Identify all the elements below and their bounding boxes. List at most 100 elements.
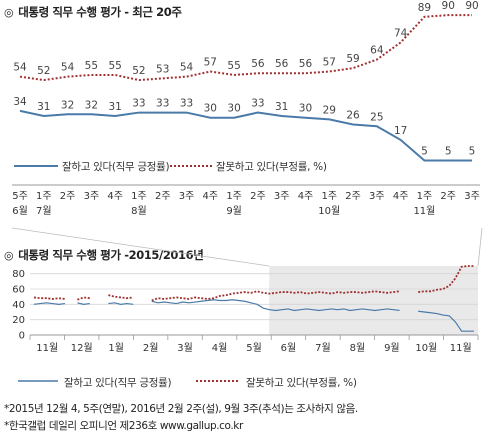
data-label-negative: 56	[275, 58, 289, 70]
x-tick-label-week: 2주	[440, 191, 456, 202]
chart2-title-text: 대통령 직무 수행 평가 -2015/2016년	[18, 248, 204, 262]
chart2-legend-negative: 잘못하고 있다(부정률, %)	[246, 377, 357, 389]
data-label-negative: 53	[156, 63, 169, 75]
data-label-positive: 33	[180, 98, 193, 110]
data-label-negative: 57	[204, 57, 217, 69]
data-label-positive: 29	[323, 104, 336, 116]
data-label-negative: 64	[370, 45, 384, 57]
data-label-negative: 57	[323, 57, 336, 69]
x-tick-label-week: 1주	[417, 191, 433, 202]
zoom-connector-right	[477, 227, 483, 267]
series-positive-line	[418, 310, 474, 332]
x-tick-label-week: 1주	[36, 191, 52, 202]
data-label-negative: 52	[37, 65, 50, 77]
data-label-positive: 32	[85, 99, 98, 111]
x-tick-label-week: 3주	[179, 191, 195, 202]
data-label-positive: 31	[275, 101, 288, 113]
series-negative-line	[151, 290, 400, 302]
y-tick-label: 20	[12, 315, 25, 326]
x-tick-label-month: 11월	[450, 342, 472, 354]
data-label-positive: 26	[346, 110, 360, 122]
x-tick-label-month: 3월	[177, 342, 193, 354]
data-label-positive: 31	[37, 101, 50, 113]
x-tick-label-month: 9월	[384, 342, 400, 354]
x-tick-label-month: 11월	[36, 342, 58, 354]
x-tick-label-month: 8월	[131, 205, 147, 217]
data-label-positive: 33	[132, 98, 145, 110]
data-label-positive: 30	[227, 103, 240, 115]
data-label-negative: 54	[61, 62, 75, 74]
data-label-negative: 55	[85, 60, 98, 72]
data-label-negative: 55	[227, 60, 240, 72]
series-negative-line	[19, 14, 472, 82]
data-label-negative: 54	[180, 62, 194, 74]
x-tick-label-week: 4주	[203, 191, 219, 202]
series-negative-line	[33, 296, 66, 300]
chart1-legend	[14, 165, 212, 167]
data-label-positive: 34	[13, 96, 27, 108]
data-label-negative: 59	[346, 53, 359, 65]
x-tick-label-week: 1주	[321, 191, 337, 202]
x-tick-label-week: 2주	[60, 191, 76, 202]
highlight-region	[269, 266, 478, 335]
x-tick-label-month: 1월	[108, 342, 124, 354]
x-tick-label-week: 1주	[131, 191, 147, 202]
data-label-negative: 55	[108, 60, 121, 72]
series-negative-line	[108, 294, 134, 300]
x-tick-label-month: 6월	[281, 342, 297, 354]
y-tick-label: 40	[12, 300, 25, 311]
x-tick-label-month: 8월	[350, 342, 366, 354]
x-tick-label-week: 2주	[345, 191, 361, 202]
x-tick-label-week: 3주	[464, 191, 480, 202]
x-tick-label-month: 7월	[315, 342, 331, 354]
x-tick-label-month: 10월	[415, 342, 437, 354]
data-label-positive: 30	[299, 103, 312, 115]
target-icon: ◎	[4, 6, 14, 19]
x-tick-label-month: 11월	[413, 205, 435, 217]
data-label-negative: 54	[13, 62, 27, 74]
y-tick-label: 80	[12, 269, 25, 280]
x-tick-label-month: 5월	[246, 342, 262, 354]
x-tick-label-month: 10월	[318, 205, 340, 217]
data-label-positive: 25	[370, 111, 383, 123]
series-negative-line	[77, 296, 90, 301]
x-tick-label-week: 3주	[84, 191, 100, 202]
data-label-positive: 5	[421, 145, 428, 157]
footnote-source: *한국갤럽 데일리 오피니언 제236호 www.gallup.co.kr	[4, 420, 243, 432]
x-tick-label-month: 7월	[36, 205, 52, 217]
zoom-connector-left	[11, 227, 270, 267]
x-tick-label-week: 4주	[298, 191, 314, 202]
data-label-negative: 52	[132, 65, 145, 77]
x-tick-label-month: 4월	[212, 342, 228, 354]
series-positive-line	[151, 299, 400, 312]
data-label-negative: 74	[394, 27, 408, 39]
data-label-negative: 56	[299, 58, 313, 70]
data-label-positive: 32	[61, 99, 74, 111]
y-tick-label: 60	[12, 285, 25, 296]
x-tick-label-week: 1주	[226, 191, 242, 202]
data-label-positive: 30	[204, 103, 217, 115]
data-label-negative: 90	[465, 0, 478, 12]
x-tick-label-week: 5주	[12, 191, 28, 202]
x-tick-label-week: 4주	[393, 191, 409, 202]
y-tick-label: 0	[19, 331, 25, 342]
x-tick-label-month: 2월	[143, 342, 159, 354]
data-label-positive: 5	[469, 145, 476, 157]
data-label-positive: 5	[445, 145, 452, 157]
data-label-negative: 90	[442, 0, 455, 12]
data-label-positive: 33	[251, 98, 264, 110]
target-icon: ◎	[4, 249, 14, 262]
data-label-positive: 33	[156, 98, 169, 110]
x-tick-label-week: 3주	[369, 191, 385, 202]
x-tick-label-week: 2주	[155, 191, 171, 202]
data-label-negative: 56	[251, 58, 265, 70]
x-tick-label-month: 9월	[226, 205, 242, 217]
series-positive-line	[108, 302, 134, 305]
footnote-survey-gaps: *2015년 12월 4, 5주(연말), 2016년 2월 2주(설), 9월…	[4, 403, 358, 415]
x-tick-label-month: 6월	[12, 205, 28, 217]
chart1-legend-positive: 잘하고 있다(직무 긍정률)	[62, 161, 170, 173]
x-tick-label-week: 3주	[274, 191, 290, 202]
chart2-legend	[18, 380, 240, 382]
chart1-legend-negative: 잘못하고 있다(부정률, %)	[216, 161, 327, 173]
